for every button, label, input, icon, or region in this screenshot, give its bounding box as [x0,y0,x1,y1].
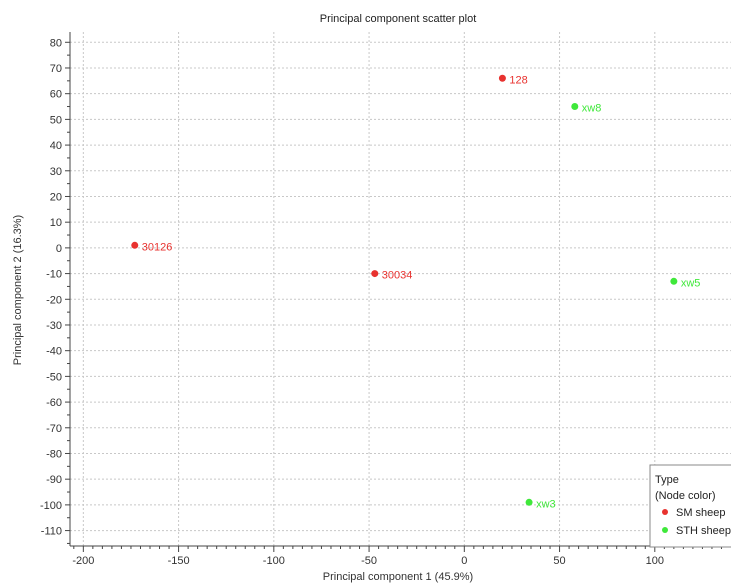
point-label: xw3 [536,498,556,510]
x-tick-label: -100 [263,555,285,567]
y-tick-label: 30 [50,166,62,178]
legend: Type (Node color) SM sheep STH sheep [649,464,731,548]
axes [69,32,731,547]
y-tick-label: 50 [50,114,62,126]
data-point [525,498,533,506]
x-tick-label: 100 [646,555,664,567]
y-axis-title: Principal component 2 (16.3%) [12,215,24,365]
y-tick-label: 70 [50,63,62,75]
x-axis-title: Principal component 1 (45.9%) [323,571,473,583]
legend-title: Type [655,474,679,486]
y-tick-label: -110 [41,526,62,538]
point-label: 128 [509,74,527,86]
y-tick-label: 60 [50,89,62,101]
data-point [571,103,579,111]
grid [70,32,731,546]
legend-marker [662,527,668,533]
y-tick-label: -60 [46,397,62,409]
y-tick-label: -40 [46,346,62,358]
x-tick-label: -150 [168,555,190,567]
x-tick-label: -50 [361,555,377,567]
x-tick-label: 0 [461,555,467,567]
legend-entry: STH sheep [676,525,731,537]
y-tick-label: 0 [56,243,62,255]
y-tick-label: -90 [46,474,62,486]
y-tick-label: 80 [50,37,62,49]
data-point [371,270,379,278]
y-tick-label: -80 [46,448,62,460]
legend-entry: SM sheep [676,507,726,519]
y-tick-label: -50 [46,371,62,383]
x-tick-label: 50 [553,555,565,567]
ticks: 80706050403020100-10-20-30-40-50-60-70-8… [40,37,722,567]
legend-marker [662,509,668,515]
data-point [670,277,678,285]
point-label: xw8 [582,103,602,115]
point-label: xw5 [681,277,701,289]
data-points: 128 30126 30034 xw8 xw5 xw3 [131,74,700,510]
y-tick-label: 40 [50,140,62,152]
y-tick-label: -20 [46,294,62,306]
legend-box [649,464,731,548]
y-tick-label: -30 [46,320,62,332]
point-label: 30126 [142,241,173,253]
y-tick-label: -10 [46,269,62,281]
y-tick-label: 20 [50,191,62,203]
y-tick-label: 10 [50,217,62,229]
data-point [498,74,506,82]
point-label: 30034 [382,270,413,282]
y-tick-label: -70 [46,423,62,435]
chart-title: Principal component scatter plot [320,13,477,25]
y-tick-label: -100 [40,500,62,512]
x-tick-label: -200 [72,555,94,567]
legend-subtitle: (Node color) [655,490,716,502]
data-point [131,241,139,249]
